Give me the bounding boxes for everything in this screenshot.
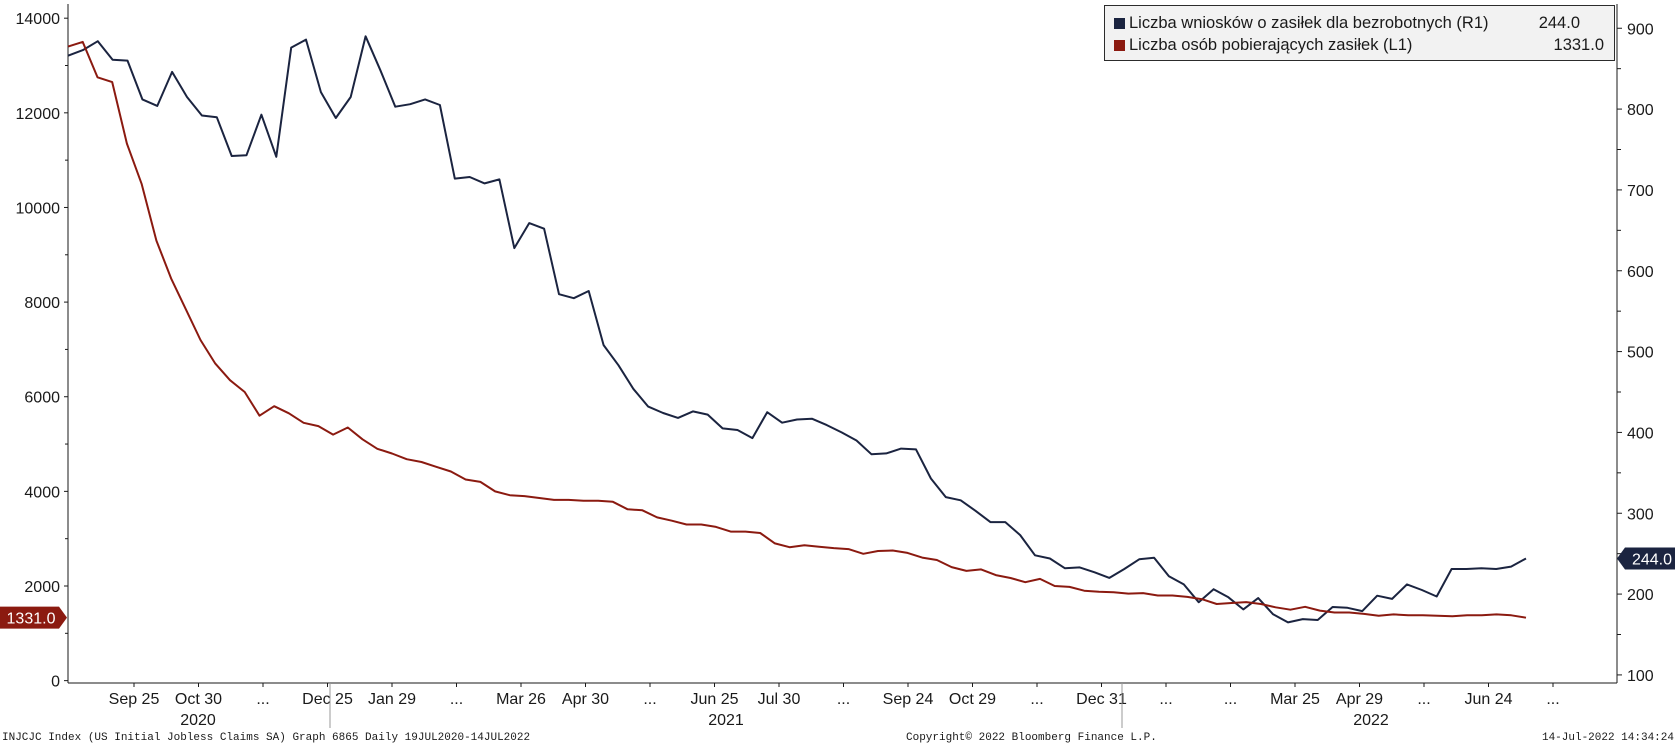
left-tick-label: 12000 bbox=[16, 106, 61, 123]
right-tick-label: 700 bbox=[1627, 183, 1654, 200]
left-axis: 0 2000 4000 6000 8000 10000 12000 14000 bbox=[16, 11, 68, 691]
right-tick-label: 900 bbox=[1627, 21, 1654, 38]
series-line-continuing bbox=[67, 40, 1527, 619]
x-tick-label: ... bbox=[450, 691, 463, 708]
legend-label-claims: Liczba wniosków o zasiłek dla bezrobotny… bbox=[1129, 14, 1489, 32]
x-tick-label: ... bbox=[1417, 691, 1430, 708]
series-layer bbox=[67, 35, 1527, 624]
legend-entry-claims: Liczba wniosków o zasiłek dla bezrobotny… bbox=[1114, 12, 1604, 34]
x-tick-label: ... bbox=[1159, 691, 1172, 708]
legend-value-continuing: 1331.0 bbox=[1553, 36, 1604, 54]
chart-legend: Liczba wniosków o zasiłek dla bezrobotny… bbox=[1104, 5, 1615, 61]
x-tick-label: Jun 25 bbox=[690, 691, 738, 708]
x-tick-label: Oct 30 bbox=[175, 691, 222, 708]
left-tick-label: 6000 bbox=[24, 390, 60, 407]
badge-claims bbox=[1617, 547, 1675, 570]
plot-frame bbox=[67, 4, 1618, 684]
x-tick-label: Dec 25 bbox=[302, 691, 353, 708]
x-tick-label: Dec 31 bbox=[1076, 691, 1127, 708]
year-label: 2021 bbox=[708, 712, 744, 729]
x-tick-label: Jul 30 bbox=[758, 691, 801, 708]
badge-continuing bbox=[0, 606, 67, 629]
legend-entry-continuing: Liczba osób pobierających zasiłek (L1) 1… bbox=[1114, 34, 1604, 56]
left-tick-label: 14000 bbox=[16, 11, 61, 28]
legend-value-claims: 244.0 bbox=[1538, 14, 1580, 32]
right-tick-label: 400 bbox=[1627, 425, 1654, 442]
right-tick-label: 300 bbox=[1627, 506, 1654, 523]
x-tick-label: Apr 29 bbox=[1336, 691, 1383, 708]
x-tick-label: ... bbox=[643, 691, 656, 708]
x-tick-label: Jan 29 bbox=[368, 691, 416, 708]
left-tick-label: 0 bbox=[51, 674, 60, 691]
x-axis: Sep 25 Oct 30... Dec 25 Jan 29... Mar 26 Apr … bbox=[109, 683, 1560, 729]
right-tick-label: 200 bbox=[1627, 587, 1654, 604]
x-tick-label: ... bbox=[256, 691, 269, 708]
left-tick-label: 10000 bbox=[16, 200, 61, 217]
x-tick-label: ... bbox=[1224, 691, 1237, 708]
right-tick-label: 500 bbox=[1627, 345, 1654, 362]
right-tick-label: 600 bbox=[1627, 264, 1654, 281]
legend-swatch-claims bbox=[1114, 18, 1125, 29]
x-tick-label: ... bbox=[1546, 691, 1559, 708]
x-tick-label: ... bbox=[837, 691, 850, 708]
footer-timestamp: 14-Jul-2022 14:34:24 bbox=[1541, 732, 1674, 744]
year-label: 2022 bbox=[1353, 712, 1389, 729]
left-tick-label: 2000 bbox=[24, 579, 60, 596]
legend-swatch-continuing bbox=[1114, 40, 1125, 51]
right-axis: 100 200 300 400 500 600 700 800 900 bbox=[1617, 21, 1654, 685]
series-line-claims bbox=[67, 35, 1527, 624]
badge-claims-value: 244.0 bbox=[1632, 552, 1672, 569]
x-tick-label: Mar 25 bbox=[1270, 691, 1320, 708]
last-value-badges: 244.0 1331.0 bbox=[0, 547, 1675, 629]
footer-copyright: Copyright© 2022 Bloomberg Finance L.P. bbox=[906, 732, 1157, 744]
x-tick-label: Apr 30 bbox=[562, 691, 609, 708]
x-tick-label: Mar 26 bbox=[496, 691, 546, 708]
x-tick-label: Jun 24 bbox=[1464, 691, 1512, 708]
left-tick-label: 4000 bbox=[24, 484, 60, 501]
right-tick-label: 100 bbox=[1627, 668, 1654, 685]
left-tick-label: 8000 bbox=[24, 295, 60, 312]
year-label: 2020 bbox=[180, 712, 216, 729]
footer-source: INJCJC Index (US Initial Jobless Claims … bbox=[2, 732, 531, 744]
right-tick-label: 800 bbox=[1627, 102, 1654, 119]
x-tick-label: Oct 29 bbox=[949, 691, 996, 708]
x-tick-label: ... bbox=[1030, 691, 1043, 708]
x-tick-label: Sep 25 bbox=[109, 691, 160, 708]
legend-label-continuing: Liczba osób pobierających zasiłek (L1) bbox=[1129, 36, 1413, 54]
badge-continuing-value: 1331.0 bbox=[7, 611, 56, 628]
x-tick-label: Sep 24 bbox=[883, 691, 934, 708]
